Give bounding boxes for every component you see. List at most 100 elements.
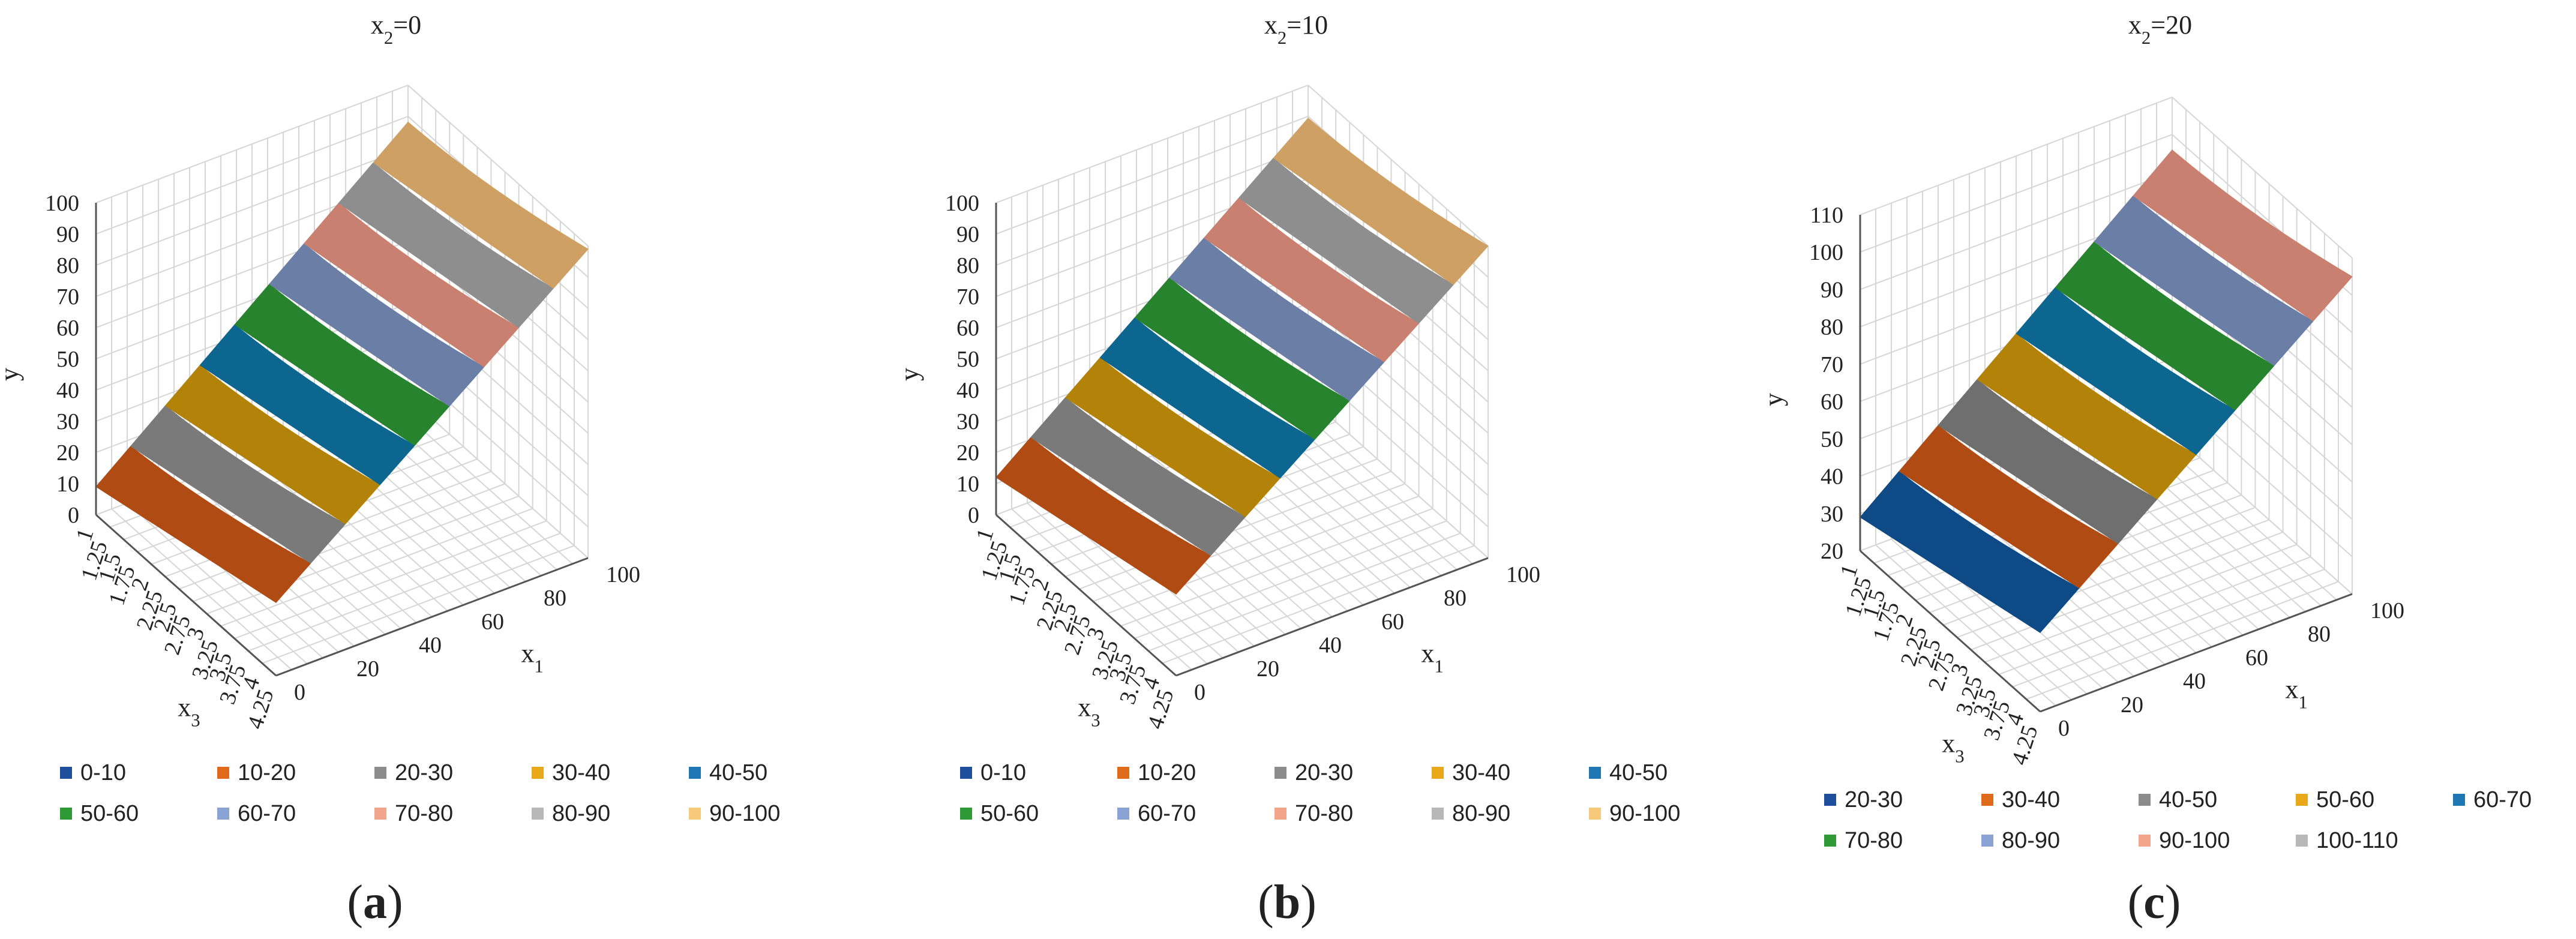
y-tick-label: 0 xyxy=(68,503,79,528)
y-tick-label: 20 xyxy=(956,440,979,466)
y-tick-label: 70 xyxy=(956,284,979,310)
y-axis-label: y xyxy=(0,368,24,381)
legend-label: 30-40 xyxy=(2002,787,2060,812)
legend-label: 60-70 xyxy=(1138,801,1196,826)
x1-tick-label: 60 xyxy=(1381,609,1404,634)
legend-swatch xyxy=(1589,767,1601,779)
surface-band xyxy=(2094,195,2314,367)
y-tick-label: 60 xyxy=(956,316,979,341)
x3-axis-line xyxy=(1860,550,2041,713)
legend-label: 60-70 xyxy=(2473,787,2532,812)
surface-band xyxy=(164,364,381,525)
surface-band xyxy=(199,324,415,485)
legend-swatch xyxy=(1824,835,1836,847)
y-tick-label: 50 xyxy=(56,347,79,372)
x1-tick-label: 100 xyxy=(1506,562,1540,587)
surface-band xyxy=(1899,425,2119,589)
legend-swatch xyxy=(374,808,386,820)
y-tick-label: 10 xyxy=(956,472,979,497)
legend-swatch xyxy=(60,767,72,779)
x1-tick-label: 0 xyxy=(2058,716,2070,741)
x1-axis-line xyxy=(1175,557,1489,677)
x1-tick-label: 40 xyxy=(1319,633,1342,658)
x3-axis-label: x3 xyxy=(1078,693,1100,731)
surface-band xyxy=(1977,333,2197,500)
x1-tick-label: 60 xyxy=(481,609,504,634)
y-axis-label: y xyxy=(895,368,924,381)
y-tick-label: 70 xyxy=(56,284,79,310)
legend-label: 0-10 xyxy=(980,760,1026,785)
surface-band xyxy=(1238,157,1454,324)
y-tick-label: 90 xyxy=(56,222,79,247)
grid-line xyxy=(111,508,292,670)
y-tick-label: 50 xyxy=(956,347,979,372)
legend-swatch xyxy=(960,767,972,779)
chart-panel-x2-0: x2=00102030405060708090100y11.251.51.752… xyxy=(0,10,780,929)
surface-band xyxy=(2133,149,2353,322)
surface-band xyxy=(1203,197,1420,363)
y-tick-label: 30 xyxy=(56,409,79,434)
legend-swatch xyxy=(2139,794,2151,806)
legend-label: 10-20 xyxy=(1138,760,1196,785)
x1-tick-label: 80 xyxy=(1444,586,1467,611)
legend-swatch xyxy=(2296,794,2308,806)
x3-axis-label: x3 xyxy=(1942,729,1964,767)
surface-band xyxy=(2016,287,2236,455)
y-tick-label: 80 xyxy=(956,253,979,278)
legend-label: 100-110 xyxy=(2316,828,2398,853)
surface-band xyxy=(1064,357,1281,518)
y-tick-label: 110 xyxy=(1810,203,1843,228)
surface-band xyxy=(1273,118,1489,286)
y-tick-label: 10 xyxy=(56,472,79,497)
chart-title: x2=20 xyxy=(2128,10,2192,48)
x3-tick-label: 4.25 xyxy=(1142,686,1178,732)
grid-line xyxy=(2172,97,2353,259)
x3-tick-label: 4.25 xyxy=(2007,722,2043,768)
legend-label: 80-90 xyxy=(552,801,610,826)
y-tick-label: 90 xyxy=(1821,277,1843,302)
legend-swatch xyxy=(689,808,701,820)
legend-label: 0-10 xyxy=(80,760,126,785)
grid-line xyxy=(407,397,589,559)
legend-label: 40-50 xyxy=(2159,787,2217,812)
y-axis-label: y xyxy=(1759,393,1788,406)
x1-tick-label: 40 xyxy=(2183,669,2206,694)
surface-band xyxy=(269,243,485,407)
legend-swatch xyxy=(1274,808,1286,820)
y-tick-label: 80 xyxy=(1821,315,1843,340)
surface-band xyxy=(1169,237,1385,401)
surface-band xyxy=(1030,397,1246,556)
grid-line xyxy=(1891,538,2072,701)
grid-line xyxy=(1027,502,1208,665)
x1-tick-label: 20 xyxy=(1256,656,1279,682)
panel-letter: (b) xyxy=(1258,876,1317,929)
legend-label: 50-60 xyxy=(980,801,1039,826)
legend-swatch xyxy=(217,767,229,779)
grid-line xyxy=(407,85,589,247)
legend-label: 30-40 xyxy=(1452,760,1510,785)
x3-axis-line xyxy=(995,514,1177,677)
panel-letter: (a) xyxy=(347,876,403,929)
legend-label: 70-80 xyxy=(1295,801,1353,826)
surface-band xyxy=(130,405,346,564)
legend-swatch xyxy=(1117,767,1129,779)
legend-label: 70-80 xyxy=(1845,828,1903,853)
legend-swatch xyxy=(217,808,229,820)
y-tick-label: 100 xyxy=(45,191,79,216)
y-tick-label: 100 xyxy=(945,191,979,216)
legend-label: 50-60 xyxy=(2316,787,2374,812)
y-tick-label: 60 xyxy=(56,316,79,341)
x1-axis-line xyxy=(2040,593,2353,713)
grid-line xyxy=(127,502,308,665)
grid-line xyxy=(251,455,433,617)
surface-band xyxy=(234,283,450,446)
legend-swatch xyxy=(532,808,544,820)
y-tick-label: 20 xyxy=(1821,539,1843,564)
chart-title: x2=0 xyxy=(371,10,421,48)
panel-letter: (c) xyxy=(2128,876,2181,929)
legend-label: 30-40 xyxy=(552,760,610,785)
y-tick-label: 40 xyxy=(1821,464,1843,490)
y-tick-label: 90 xyxy=(956,222,979,247)
grid-line xyxy=(1308,85,1489,247)
legend-label: 90-100 xyxy=(2159,828,2230,853)
